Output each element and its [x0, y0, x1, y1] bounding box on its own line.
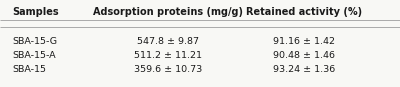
- Text: SBA-15-G: SBA-15-G: [12, 37, 57, 46]
- Text: Adsorption proteins (mg/g): Adsorption proteins (mg/g): [93, 7, 243, 17]
- Text: 93.24 ± 1.36: 93.24 ± 1.36: [273, 65, 335, 74]
- Text: Samples: Samples: [12, 7, 59, 17]
- Text: SBA-15-A: SBA-15-A: [12, 51, 56, 60]
- Text: 547.8 ± 9.87: 547.8 ± 9.87: [137, 37, 199, 46]
- Text: SBA-15: SBA-15: [12, 65, 46, 74]
- Text: 359.6 ± 10.73: 359.6 ± 10.73: [134, 65, 202, 74]
- Text: 90.48 ± 1.46: 90.48 ± 1.46: [273, 51, 335, 60]
- Text: Retained activity (%): Retained activity (%): [246, 7, 362, 17]
- Text: 91.16 ± 1.42: 91.16 ± 1.42: [273, 37, 335, 46]
- Text: 511.2 ± 11.21: 511.2 ± 11.21: [134, 51, 202, 60]
